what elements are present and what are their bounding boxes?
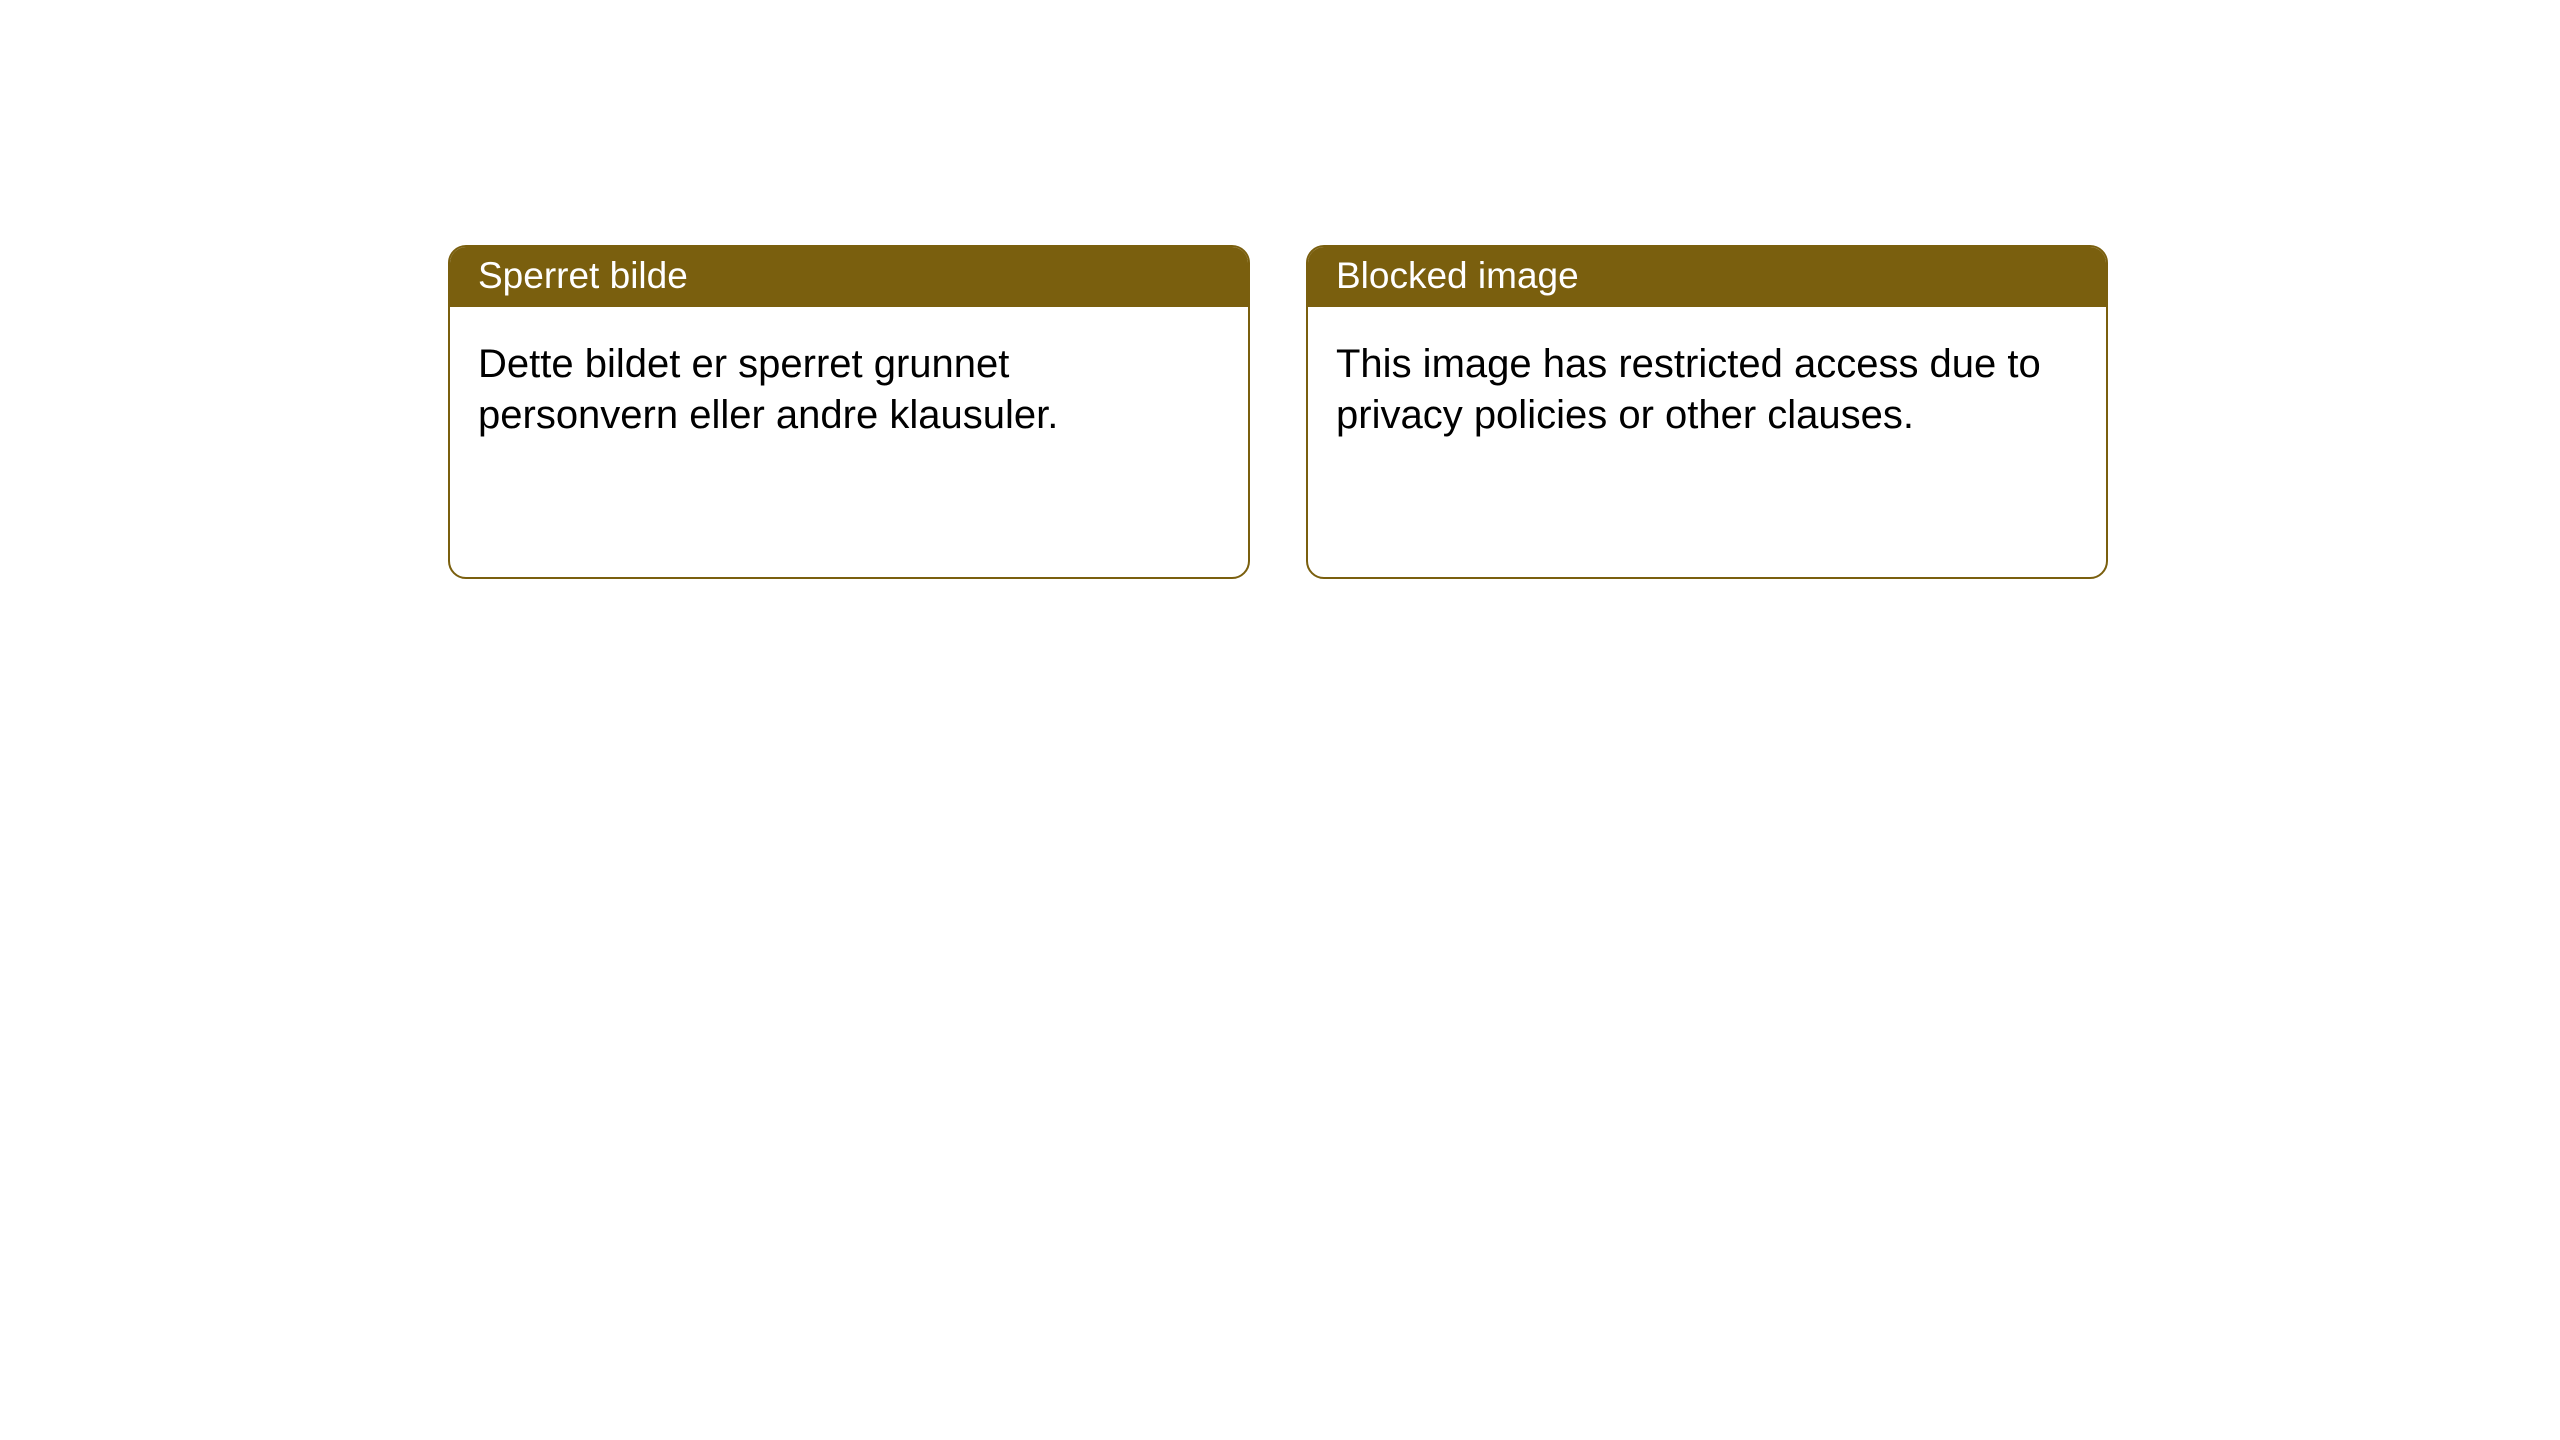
notice-header-norwegian: Sperret bilde (450, 247, 1248, 307)
notice-body-english: This image has restricted access due to … (1308, 307, 2106, 473)
notice-header-english: Blocked image (1308, 247, 2106, 307)
notice-box-english: Blocked image This image has restricted … (1306, 245, 2108, 579)
notice-box-norwegian: Sperret bilde Dette bildet er sperret gr… (448, 245, 1250, 579)
notice-body-norwegian: Dette bildet er sperret grunnet personve… (450, 307, 1248, 473)
notice-container: Sperret bilde Dette bildet er sperret gr… (448, 245, 2108, 579)
